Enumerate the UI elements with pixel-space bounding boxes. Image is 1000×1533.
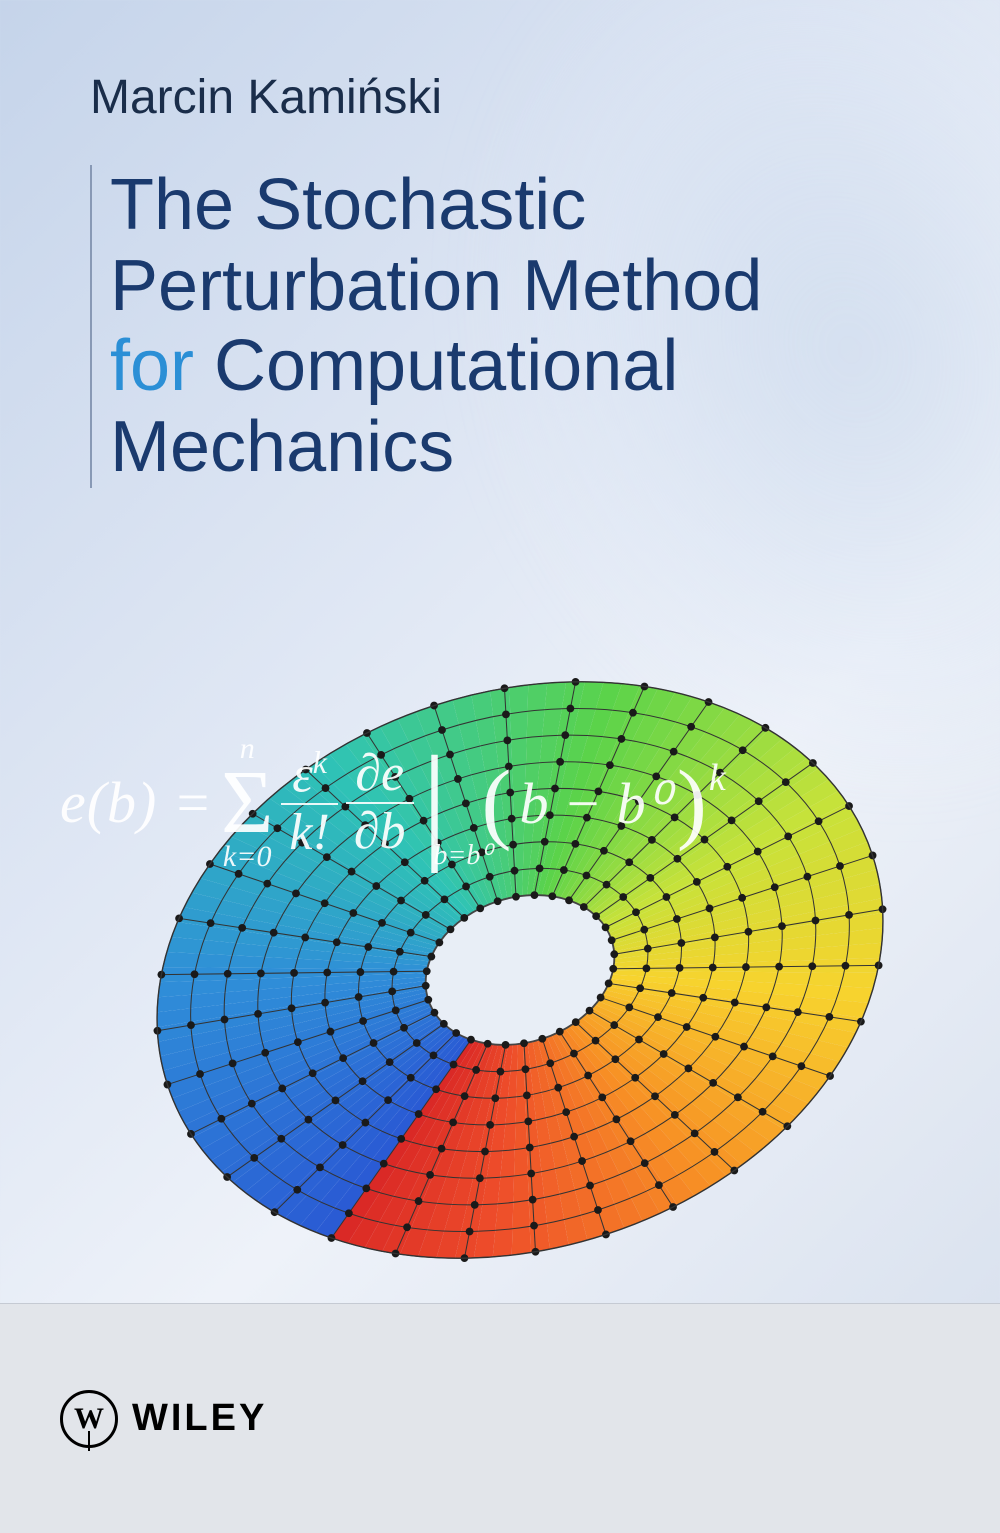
publisher-footer: W WILEY [0,1303,1000,1533]
wiley-mark-icon: W [60,1390,118,1448]
book-title: The Stochastic Perturbation Method for C… [90,165,762,488]
taylor-expansion-formula: e(b) = n Σ k=0 εk k! ∂e ∂b |b=b⁰ ( b − b… [60,735,726,870]
title-line-4: Mechanics [110,407,762,488]
mesh-disc-graphic [140,590,900,1350]
title-line-1: The Stochastic [110,165,762,246]
author-name: Marcin Kamiński [90,70,442,125]
publisher-name: WILEY [132,1397,267,1440]
publisher-logo: W WILEY [60,1390,267,1448]
title-line-3: for Computational [110,326,762,407]
title-line-2: Perturbation Method [110,246,762,327]
